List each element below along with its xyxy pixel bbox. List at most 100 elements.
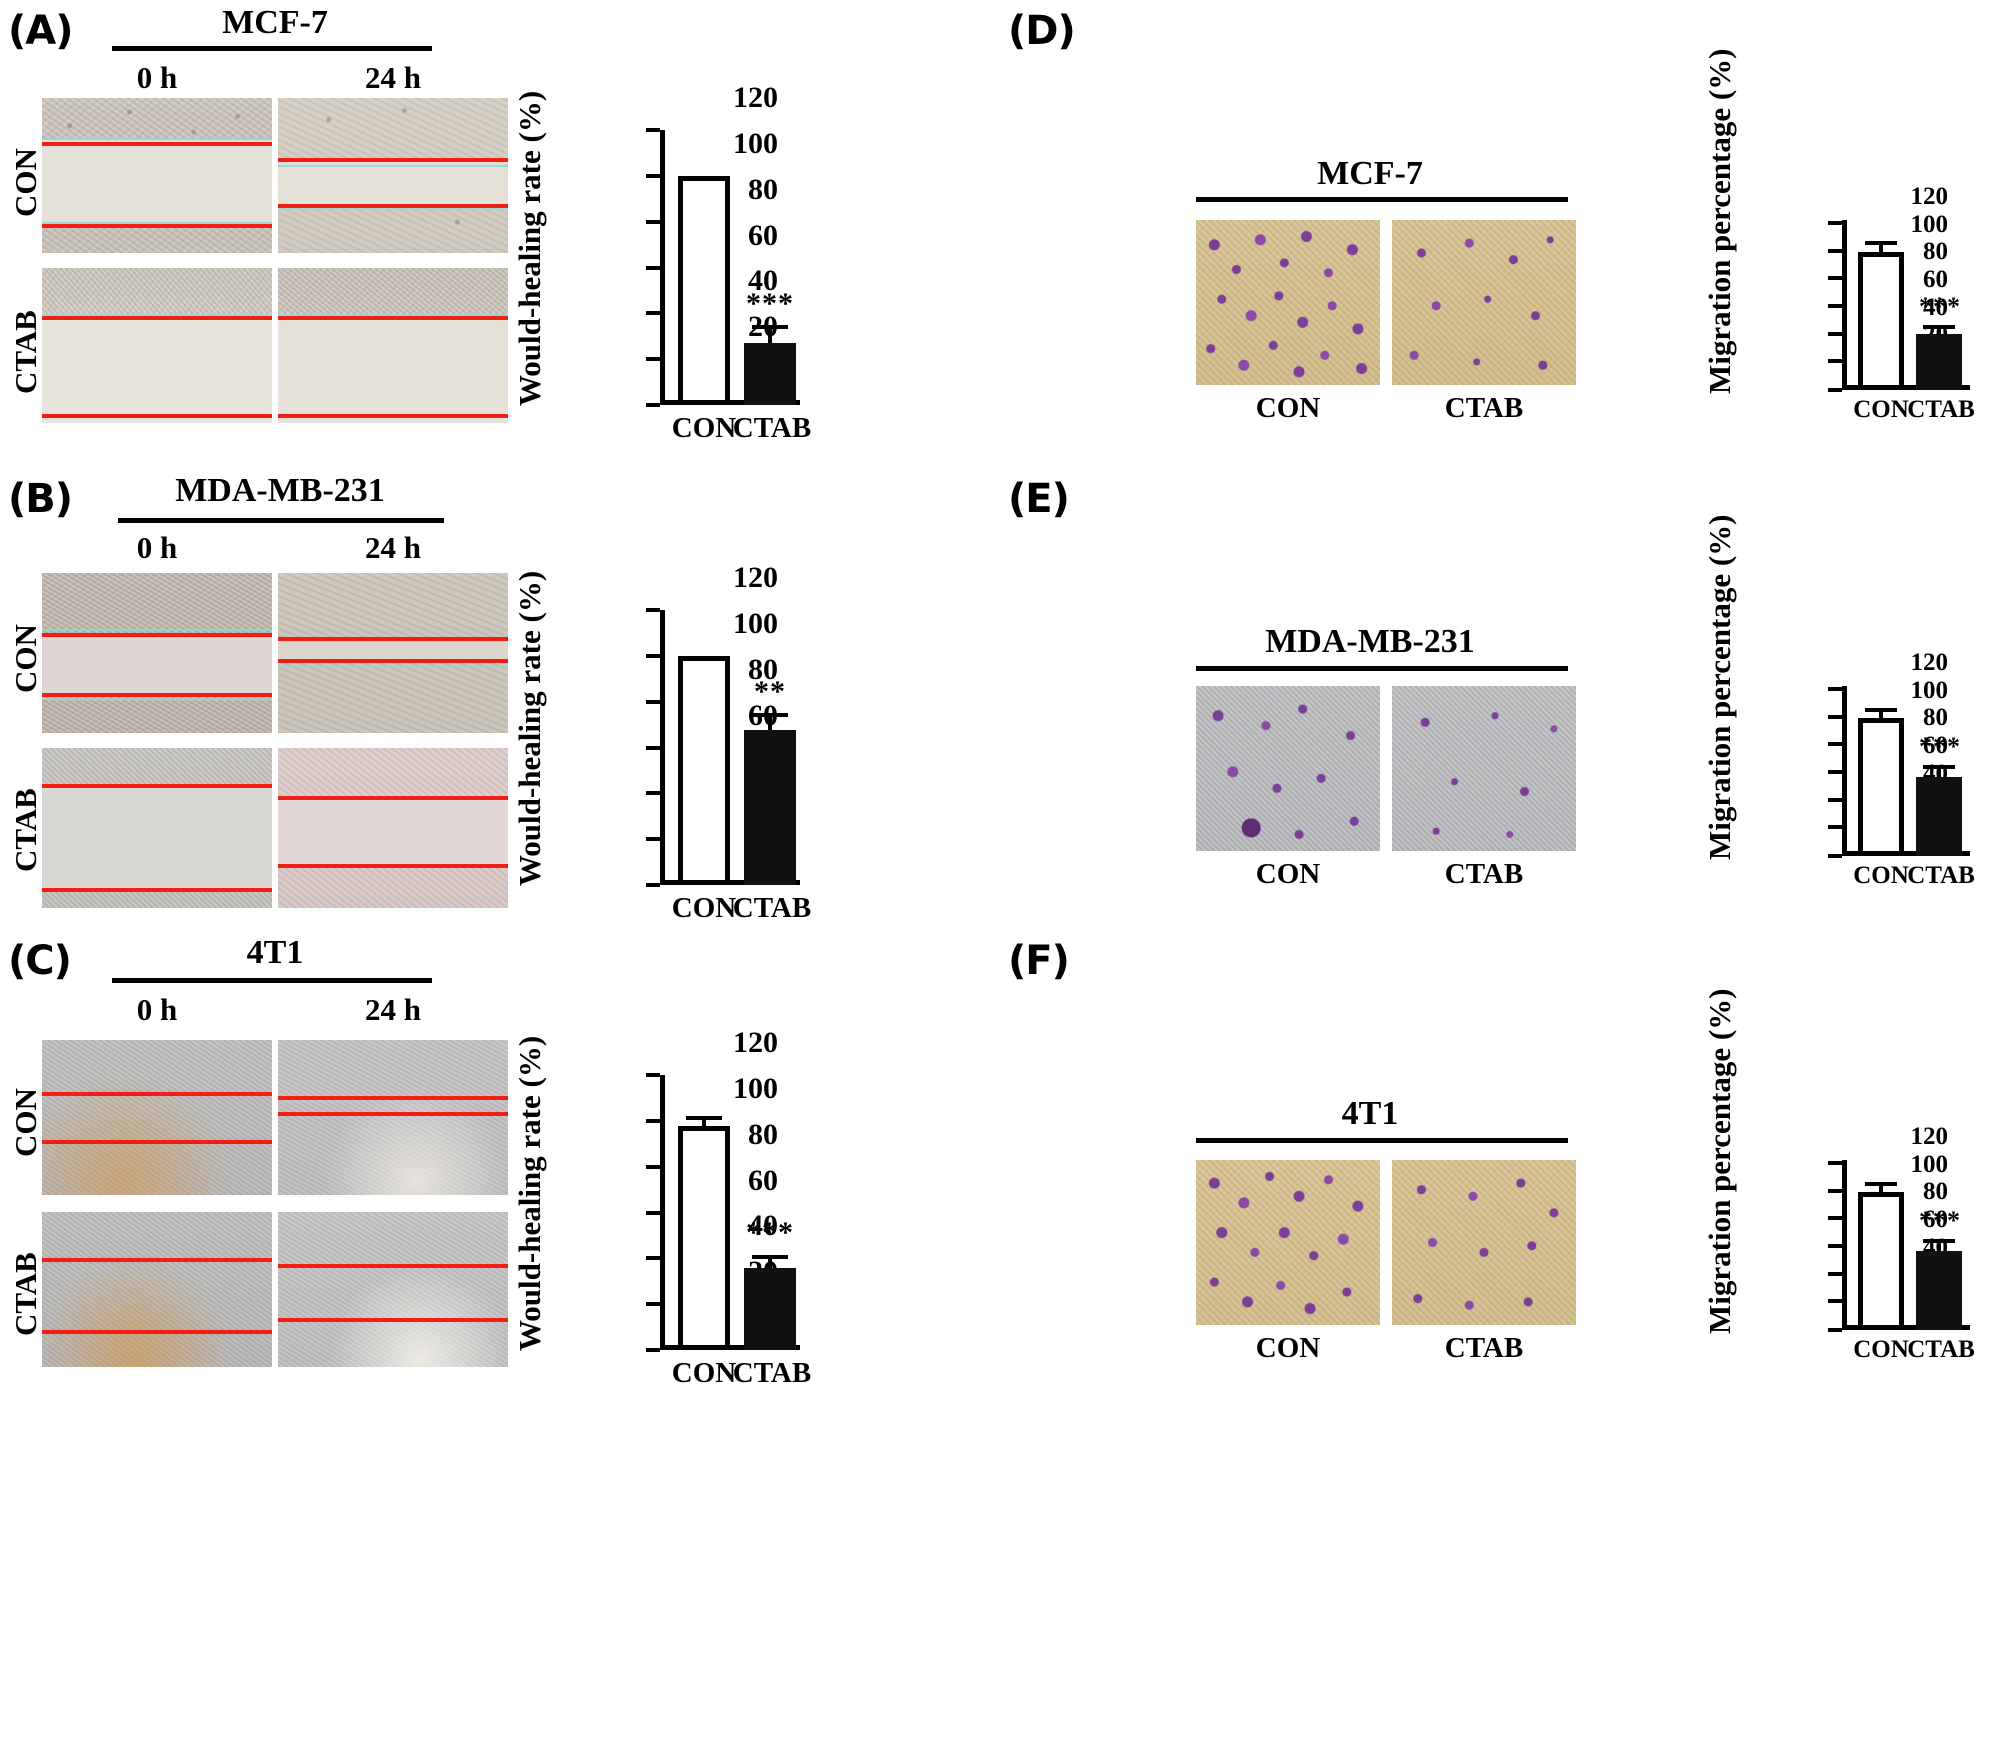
chart-e-significance-ctab: ***	[1919, 732, 1961, 761]
chart-d-x-label-ctab: CTAB	[1907, 396, 1975, 423]
scratch-edge-line-top	[42, 142, 272, 146]
chart-b-x-axis	[660, 880, 800, 885]
chart-d-bar-con	[1858, 252, 1904, 390]
wound-image-a-con-24h	[278, 98, 508, 253]
chart-a-error-cap-ctab	[752, 325, 788, 329]
chart-e-tick-120: 120	[1910, 649, 1949, 676]
chart-b-tick-100: 100	[733, 607, 778, 640]
chart-f-y-axis-title: Migration percentage (%)	[1702, 988, 1737, 1335]
scratch-edge-line-top	[42, 1092, 272, 1096]
chart-e-x-axis	[1842, 851, 1970, 856]
chart-d-tick-120: 120	[1910, 183, 1949, 210]
chart-b-bar-ctab	[744, 730, 796, 885]
chart-a-error-ctab	[768, 327, 772, 343]
panel-d-image-label-con: CON	[1255, 392, 1321, 424]
chart-c-x-label-ctab: CTAB	[732, 1357, 812, 1389]
chart-c-y-axis	[660, 1075, 665, 1350]
panel-b-title-rule	[118, 518, 444, 523]
chart-e-error-cap-con	[1865, 708, 1897, 712]
scratch-edge-line-bottom	[42, 888, 272, 892]
chart-a-tick-100: 100	[733, 127, 778, 160]
chart-c-tick-40: 40	[748, 1209, 778, 1243]
panel-e-cell-line-title: MDA-MB-231	[1265, 623, 1475, 660]
chart-c-x-axis	[660, 1345, 800, 1350]
chart-c-x-label-con: CON	[671, 1357, 737, 1389]
scratch-guide-line-top	[278, 165, 508, 167]
chart-f-x-axis	[1842, 1325, 1970, 1330]
chart-c-error-cap-con	[686, 1116, 722, 1120]
stained-cells	[1196, 1160, 1380, 1325]
panel-f-cell-line-title: 4T1	[1341, 1095, 1399, 1132]
chart-e-error-cap-ctab	[1923, 765, 1955, 769]
wound-image-a-ctab-0h	[42, 268, 272, 423]
chart-b-x-label-con: CON	[671, 892, 737, 924]
stained-cells	[1196, 686, 1380, 851]
chart-f-y-axis	[1842, 1160, 1847, 1330]
chart-d-tick-100: 100	[1910, 210, 1949, 238]
panel-b-time-header-24h: 24 h	[365, 530, 421, 565]
panel-f: (F) 4T1 CON CTAB Migration percentage (%…	[1000, 930, 1990, 1400]
panel-d: (D) MCF-7 CON CTAB Migration percentage …	[1000, 0, 1990, 460]
chart-d-bar-ctab	[1916, 334, 1962, 390]
chart-e-x-label-con: CON	[1853, 862, 1909, 889]
wound-image-b-ctab-0h	[42, 748, 272, 908]
tissue-texture	[278, 1040, 508, 1195]
transwell-image-e-ctab	[1392, 686, 1576, 851]
panel-c-title-rule	[112, 978, 432, 983]
tissue-texture	[42, 1040, 272, 1195]
panel-b-label: (B)	[8, 476, 73, 522]
scratch-guide-line-bottom	[278, 208, 508, 210]
panel-a-row-label-ctab: CTAB	[8, 310, 43, 395]
chart-d-tick-40: 40	[1923, 293, 1948, 321]
stained-cells	[1196, 220, 1380, 385]
panel-f-image-label-con: CON	[1255, 1332, 1321, 1364]
chart-c-tick-120: 120	[733, 1026, 778, 1060]
chart-d-error-ctab	[1937, 327, 1941, 334]
panel-d-image-label-ctab: CTAB	[1444, 392, 1524, 424]
panel-b-time-header-0h: 0 h	[136, 530, 178, 565]
scratch-gap	[278, 798, 508, 866]
chart-d-x-label-con: CON	[1853, 396, 1909, 423]
chart-f-error-cap-con	[1865, 1182, 1897, 1186]
panel-b-row-label-con: CON	[8, 624, 43, 693]
scratch-edge-line-top	[278, 796, 508, 800]
scratch-edge-line-top	[278, 637, 508, 641]
chart-f-bar-con	[1858, 1192, 1904, 1330]
chart-d-error-cap-con	[1865, 241, 1897, 245]
chart-e-error-ctab	[1937, 767, 1941, 777]
panel-b-cell-line-title: MDA-MB-231	[175, 472, 385, 509]
scratch-edge-line-bottom	[42, 1330, 272, 1334]
chart-e-x-label-ctab: CTAB	[1907, 862, 1975, 889]
panel-c-row-label-con: CON	[8, 1088, 43, 1157]
scratch-guide-line-bottom	[278, 666, 508, 668]
chart-d-significance-ctab: ***	[1919, 292, 1961, 321]
chart-d-error-con	[1879, 243, 1883, 252]
chart-d-error-cap-ctab	[1923, 325, 1955, 329]
chart-f-bar-ctab	[1916, 1251, 1962, 1330]
chart-f-tick-100: 100	[1910, 1150, 1949, 1178]
scratch-guide-line-top	[278, 314, 508, 316]
scratch-guide-line-bottom	[42, 698, 272, 700]
scratch-guide-line-bottom	[42, 222, 272, 224]
scratch-gap	[42, 786, 272, 890]
chart-c-bar-ctab	[744, 1268, 796, 1350]
scratch-edge-line-bottom	[42, 414, 272, 418]
chart-a-x-label-con: CON	[671, 412, 737, 444]
scratch-edge-line-top	[42, 633, 272, 637]
chart-b-x-label-ctab: CTAB	[732, 892, 812, 924]
stained-cells	[1392, 220, 1576, 385]
chart-f-error-ctab	[1937, 1241, 1941, 1251]
chart-c-tick-80: 80	[748, 1117, 778, 1151]
panel-a-time-header-0h: 0 h	[136, 60, 178, 95]
chart-d-tick-80: 80	[1923, 238, 1948, 266]
chart-a-tick-60: 60	[748, 218, 778, 252]
chart-a-bar-ctab	[744, 343, 796, 405]
chart-e-y-axis-title: Migration percentage (%)	[1702, 514, 1737, 861]
panel-a-time-header-24h: 24 h	[365, 60, 421, 95]
chart-a-significance-ctab: ***	[746, 287, 794, 320]
chart-b-error-cap-ctab	[752, 713, 788, 717]
panel-a-title-rule	[112, 46, 432, 51]
tissue-texture	[278, 1212, 508, 1367]
panel-e-title-rule	[1196, 666, 1568, 671]
wound-image-b-ctab-24h	[278, 748, 508, 908]
